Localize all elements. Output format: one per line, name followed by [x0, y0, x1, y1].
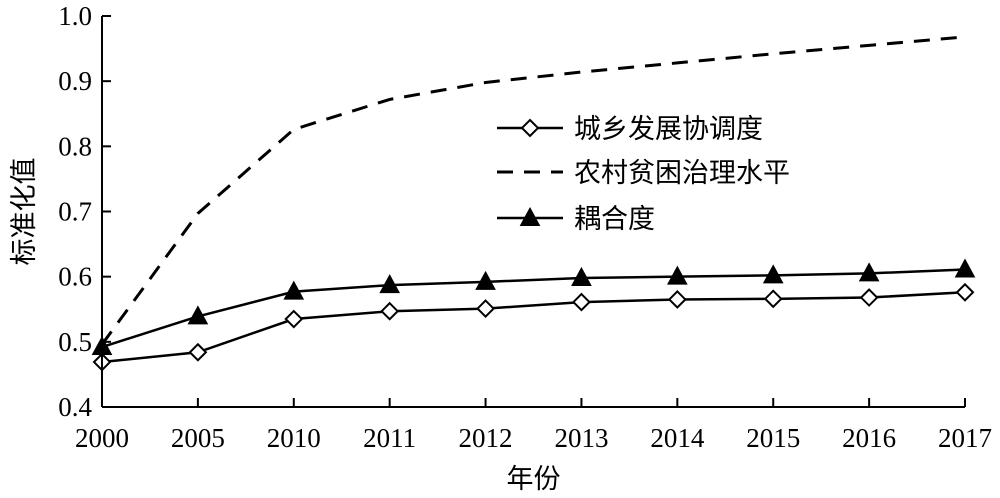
data-point-coordination: [572, 292, 591, 312]
series-line-coordination: [101, 291, 966, 364]
data-point-coordination: [859, 288, 879, 307]
y-tick-label: 0.8: [58, 131, 92, 161]
x-tick-label: 2016: [842, 423, 896, 453]
x-tick-label: 2005: [171, 423, 225, 453]
data-point-coupling: [571, 266, 592, 286]
legend-marker-coupling: [519, 206, 541, 226]
axes: 0.4 0.5 0.6 0.7 0.8 0.9 1.0 2000 2005 2010 2011 201…: [58, 1, 992, 453]
legend-label-coupling: 耦合度: [574, 204, 655, 235]
data-point-coordination: [380, 301, 400, 321]
x-tick-label: 2000: [75, 423, 129, 453]
y-tick-label: 0.5: [58, 327, 92, 357]
data-point-coupling: [858, 262, 880, 282]
y-axis-title: 标准化值: [9, 158, 40, 266]
y-tick-label: 0.4: [58, 392, 92, 422]
data-point-coordination: [667, 290, 687, 309]
y-tick-label: 1.0: [58, 1, 92, 31]
data-point-coupling: [379, 274, 401, 294]
x-tick-label: 2015: [746, 423, 800, 453]
plot-area: [91, 35, 976, 372]
data-point-coupling: [666, 265, 688, 285]
x-tick-label: 2017: [938, 423, 992, 453]
data-point-coupling: [954, 258, 976, 278]
x-tick-label: 2013: [554, 423, 608, 453]
x-tick-label: 2010: [267, 423, 321, 453]
legend-marker-coordination: [520, 118, 540, 138]
x-tick-label: 2014: [650, 423, 705, 453]
data-point-coupling: [475, 270, 496, 290]
data-point-coordination: [955, 282, 975, 302]
data-point-coordination: [188, 342, 208, 362]
data-point-coordination: [284, 309, 304, 329]
series-line-poverty-governance: [100, 35, 966, 346]
y-tick-label: 0.6: [58, 262, 92, 292]
data-point-coupling: [187, 305, 209, 325]
series-line-coupling: [101, 268, 966, 349]
data-point-coupling: [762, 264, 784, 284]
legend-label-coordination: 城乡发展协调度: [574, 114, 763, 145]
data-point-coordination: [476, 299, 495, 319]
x-tick-label: 2011: [363, 423, 416, 453]
x-axis-title: 年份: [507, 464, 561, 495]
y-tick-label: 0.9: [58, 66, 92, 96]
y-tick-label: 0.7: [58, 197, 92, 227]
data-point-coordination: [763, 289, 783, 309]
x-tick-label: 2012: [459, 423, 513, 453]
data-point-coupling: [283, 280, 305, 300]
legend-label-poverty-governance: 农村贫困治理水平: [574, 158, 790, 189]
